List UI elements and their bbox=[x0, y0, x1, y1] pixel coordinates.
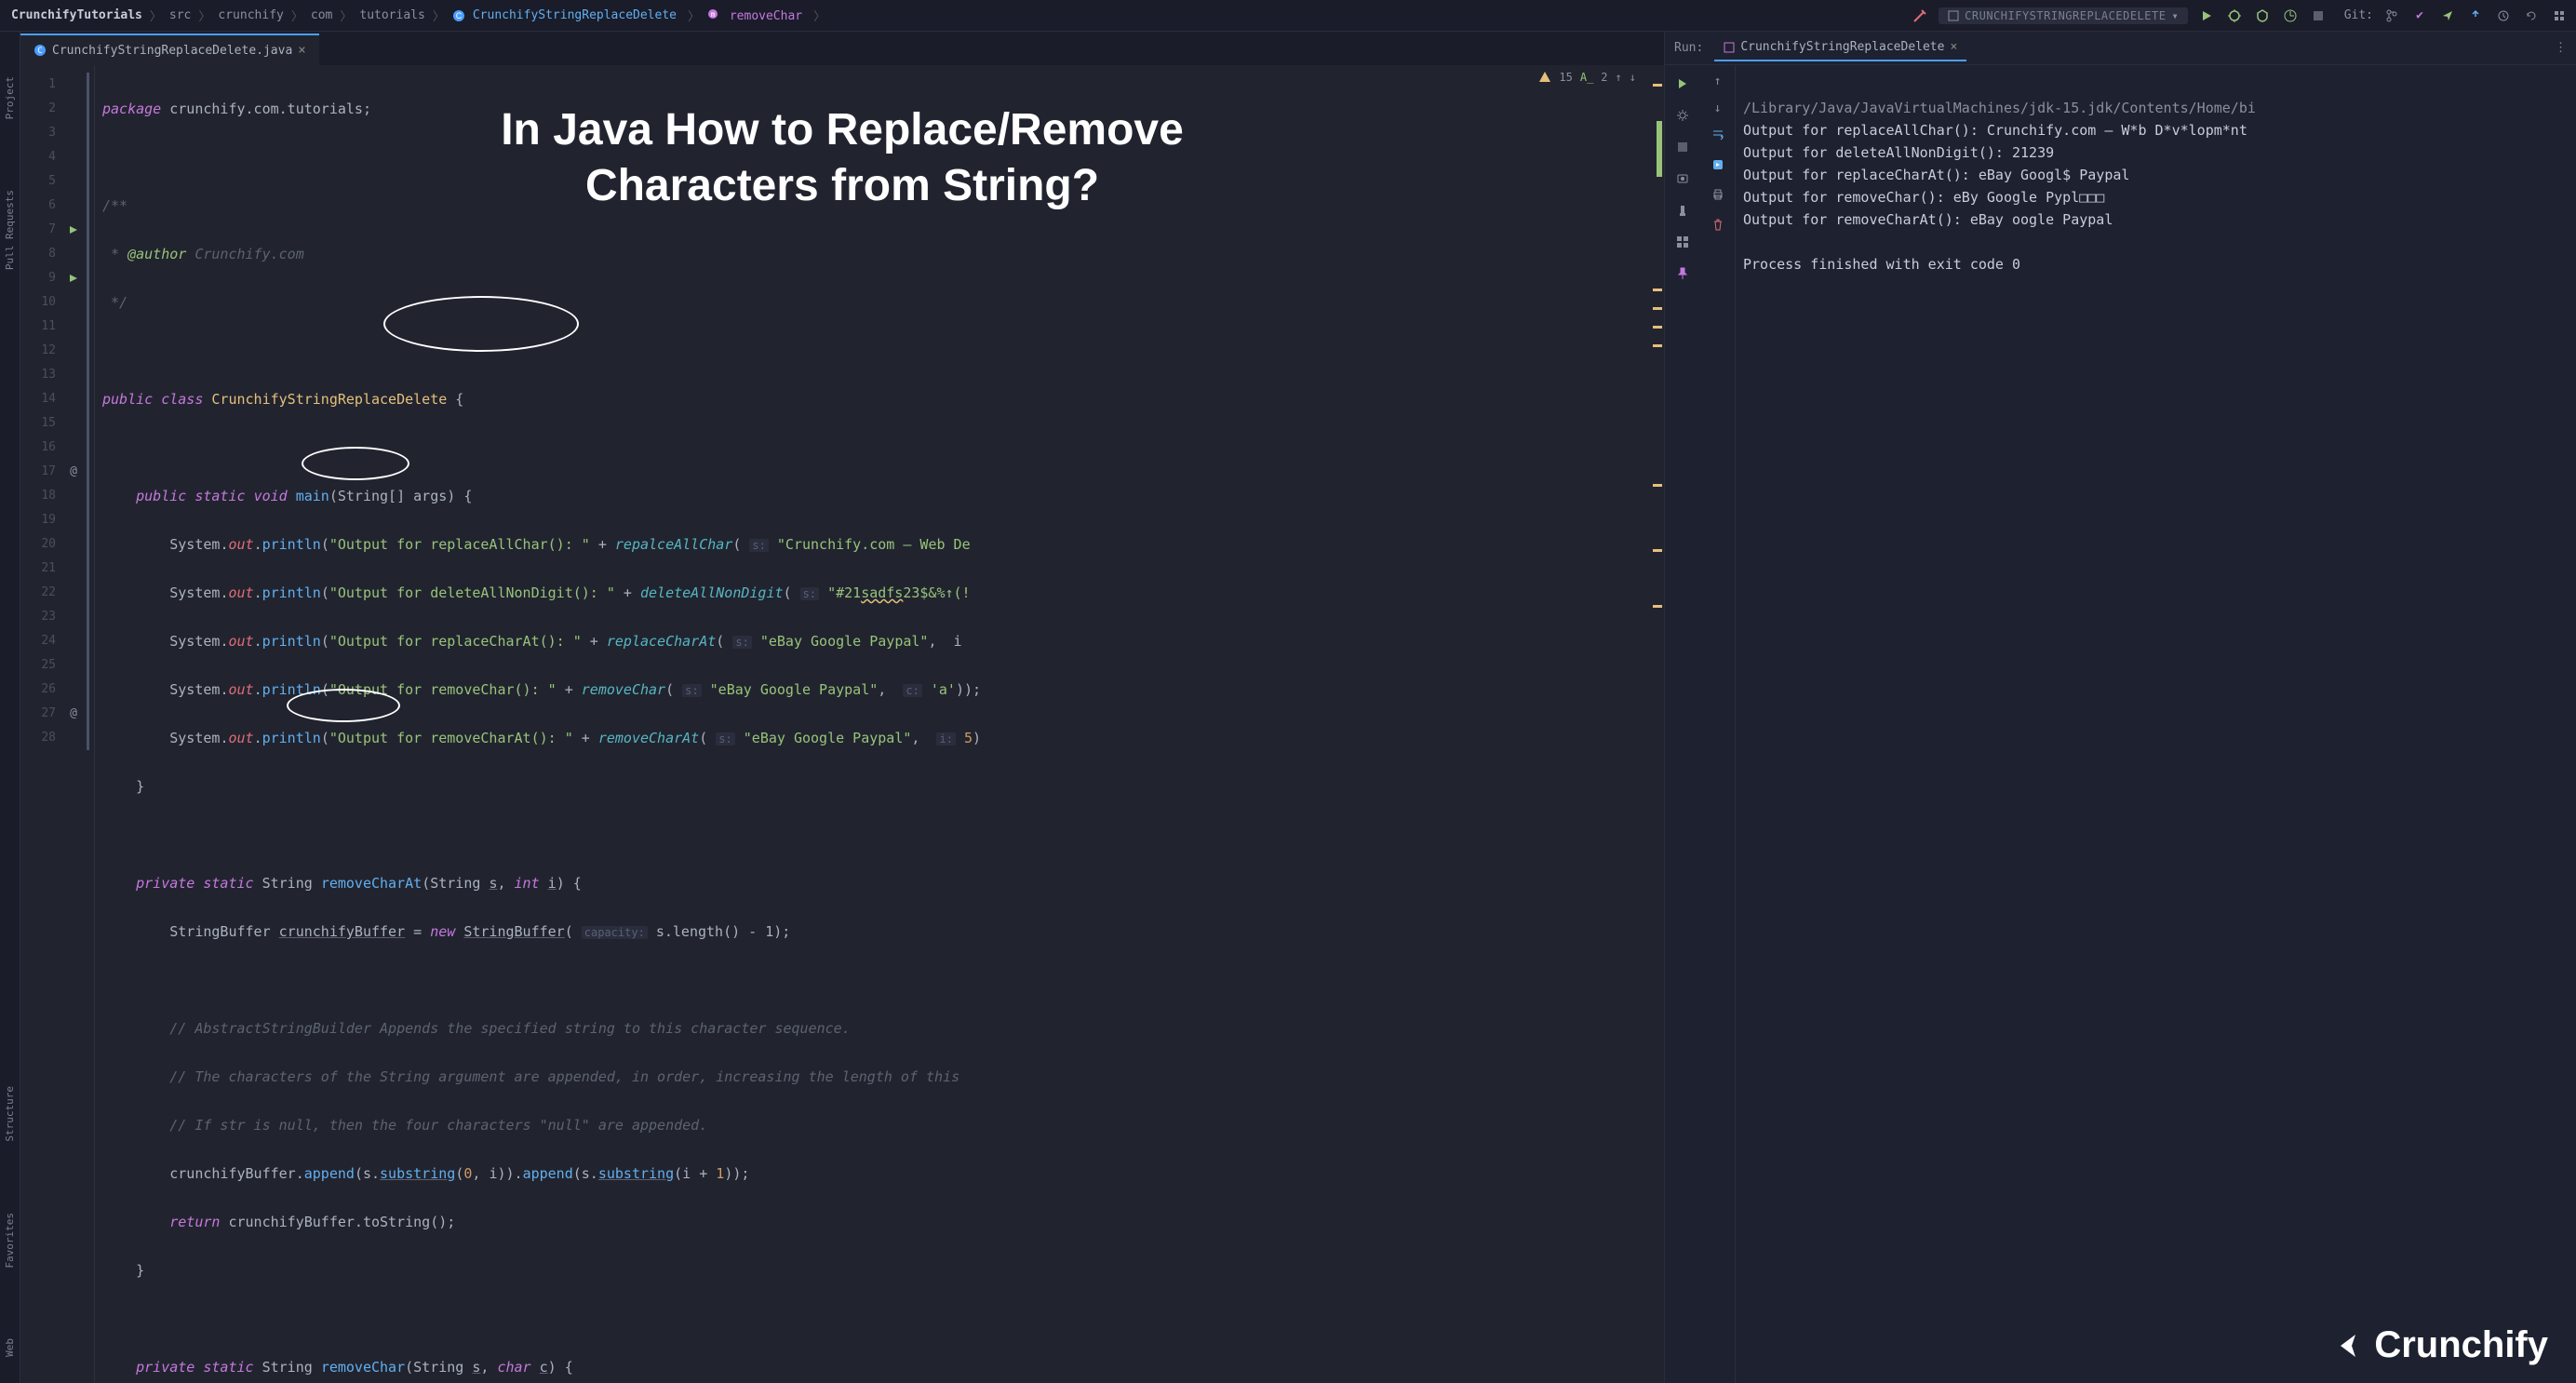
tool-web[interactable]: Web bbox=[4, 1331, 16, 1364]
typo-icon: A̲ bbox=[1580, 71, 1593, 84]
build-icon[interactable] bbox=[1911, 7, 1929, 25]
run-settings-icon[interactable] bbox=[1673, 106, 1692, 125]
layout-icon[interactable] bbox=[1673, 233, 1692, 251]
run-config-selector[interactable]: CRUNCHIFYSTRINGREPLACEDELETE ▾ bbox=[1939, 7, 2188, 24]
bc-project[interactable]: CrunchifyTutorials bbox=[7, 8, 146, 22]
chevron-right-icon: 〉 bbox=[195, 7, 214, 24]
warning-count: 15 bbox=[1559, 71, 1572, 84]
run-gutter-icon[interactable] bbox=[63, 218, 84, 242]
tool-favorites[interactable]: Favorites bbox=[4, 1205, 16, 1276]
watermark: Crunchify bbox=[2329, 1324, 2548, 1366]
warning-icon bbox=[1538, 71, 1551, 84]
bc-pkg2[interactable]: com bbox=[307, 8, 336, 22]
next-highlight-icon[interactable]: ↓ bbox=[1630, 71, 1636, 84]
gutter: @ @ bbox=[63, 65, 84, 1383]
bc-method[interactable]: m removeChar bbox=[704, 8, 810, 23]
error-stripe[interactable] bbox=[1651, 65, 1664, 1383]
chevron-right-icon: 〉 bbox=[684, 7, 704, 24]
tool-structure[interactable]: Structure bbox=[4, 1079, 16, 1149]
run-tab[interactable]: CrunchifyStringReplaceDelete × bbox=[1714, 34, 1966, 61]
inspection-badges[interactable]: 15 A̲ 2 ↑ ↓ bbox=[1538, 71, 1636, 84]
run-settings-icon[interactable]: ⋮ bbox=[2555, 41, 2567, 55]
override-gutter-icon[interactable]: @ bbox=[63, 702, 84, 726]
chevron-right-icon: 〉 bbox=[429, 7, 449, 24]
top-bar: CrunchifyTutorials 〉 src 〉 crunchify 〉 c… bbox=[0, 0, 2576, 32]
stop-icon[interactable] bbox=[2309, 7, 2328, 25]
run-tab-close-icon[interactable]: × bbox=[1950, 40, 1957, 54]
search-icon[interactable] bbox=[2550, 7, 2569, 25]
bc-file[interactable]: CCrunchifyStringReplaceDelete bbox=[449, 8, 684, 22]
git-commit-icon[interactable]: ✔ bbox=[2410, 7, 2429, 25]
run-tool-column-1 bbox=[1665, 65, 1700, 1383]
tab-file[interactable]: C CrunchifyStringReplaceDelete.java × bbox=[20, 34, 319, 65]
print-icon[interactable] bbox=[1711, 188, 1724, 205]
top-actions: CRUNCHIFYSTRINGREPLACEDELETE ▾ Git: ✔ bbox=[1911, 7, 2569, 25]
profile-icon[interactable] bbox=[2281, 7, 2300, 25]
override-gutter-icon[interactable]: @ bbox=[63, 460, 84, 484]
crunchify-logo-icon bbox=[2329, 1327, 2367, 1364]
run-label: Run: bbox=[1674, 41, 1703, 55]
svg-text:C: C bbox=[37, 47, 42, 56]
line-numbers: 1234567891011121314151617181920212223242… bbox=[20, 65, 63, 1383]
code-editor[interactable]: 1234567891011121314151617181920212223242… bbox=[20, 65, 1664, 1383]
bc-pkg1[interactable]: crunchify bbox=[214, 8, 287, 22]
bc-pkg3[interactable]: tutorials bbox=[356, 8, 428, 22]
chevron-right-icon: 〉 bbox=[810, 7, 829, 24]
soft-wrap-icon[interactable] bbox=[1711, 128, 1724, 145]
bc-src[interactable]: src bbox=[166, 8, 195, 22]
run-tool-window: Run: CrunchifyStringReplaceDelete × ⋮ bbox=[1664, 32, 2576, 1383]
code-content[interactable]: package crunchify.com.tutorials; /** * @… bbox=[95, 65, 1664, 1383]
tool-pull-requests[interactable]: Pull Requests bbox=[4, 182, 16, 277]
breadcrumb: CrunchifyTutorials 〉 src 〉 crunchify 〉 c… bbox=[7, 7, 1911, 24]
run-tool-column-2: ↑ ↓ bbox=[1700, 65, 1736, 1383]
stop-run-icon[interactable] bbox=[1673, 138, 1692, 156]
git-revert-icon[interactable] bbox=[2522, 7, 2541, 25]
typo-count: 2 bbox=[1601, 71, 1607, 84]
pin-icon[interactable] bbox=[1673, 264, 1692, 283]
up-icon[interactable]: ↑ bbox=[1714, 74, 1722, 88]
git-label: Git: bbox=[2344, 8, 2373, 22]
fold-bar bbox=[84, 65, 95, 1383]
clear-icon[interactable] bbox=[1711, 218, 1724, 235]
editor-tabs: C CrunchifyStringReplaceDelete.java × bbox=[20, 32, 1664, 65]
run-icon[interactable] bbox=[2197, 7, 2216, 25]
chevron-right-icon: 〉 bbox=[336, 7, 356, 24]
svg-text:m: m bbox=[711, 10, 716, 19]
dump-threads-icon[interactable] bbox=[1673, 169, 1692, 188]
tab-filename: CrunchifyStringReplaceDelete.java bbox=[52, 44, 292, 58]
prev-highlight-icon[interactable]: ↑ bbox=[1616, 71, 1622, 84]
svg-text:C: C bbox=[456, 11, 463, 20]
left-tool-gutter: Project Pull Requests Structure Favorite… bbox=[0, 32, 20, 1383]
git-branch-icon[interactable] bbox=[2382, 7, 2401, 25]
debug-icon[interactable] bbox=[2225, 7, 2244, 25]
git-update-icon[interactable] bbox=[2466, 7, 2485, 25]
chevron-right-icon: 〉 bbox=[146, 7, 166, 24]
coverage-icon[interactable] bbox=[2253, 7, 2272, 25]
rerun-icon[interactable] bbox=[1673, 74, 1692, 93]
run-gutter-icon[interactable] bbox=[63, 266, 84, 290]
git-history-icon[interactable] bbox=[2494, 7, 2513, 25]
tab-close-icon[interactable]: × bbox=[298, 43, 305, 58]
chevron-right-icon: 〉 bbox=[288, 7, 307, 24]
exit-icon[interactable] bbox=[1673, 201, 1692, 220]
down-icon[interactable]: ↓ bbox=[1714, 101, 1722, 115]
tool-project[interactable]: Project bbox=[4, 69, 16, 127]
git-push-icon[interactable] bbox=[2438, 7, 2457, 25]
console-output[interactable]: /Library/Java/JavaVirtualMachines/jdk-15… bbox=[1736, 65, 2576, 1383]
scroll-to-end-icon[interactable] bbox=[1711, 158, 1724, 175]
overlay-title: In Java How to Replace/Remove Characters… bbox=[501, 102, 1184, 214]
